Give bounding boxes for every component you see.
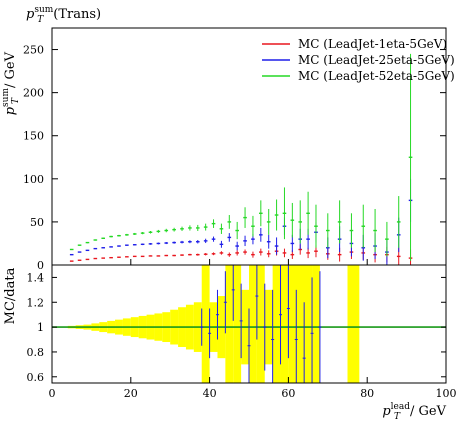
main-y-tick-label: 150: [23, 130, 44, 143]
main-y-tick-label: 200: [23, 87, 44, 100]
main-y-tick-label: 0: [37, 259, 44, 272]
ratio-y-tick-label: 1.2: [27, 296, 45, 309]
series-group: [69, 178, 413, 265]
ratio-band-bin: [233, 265, 242, 383]
main-y-axis-title: psumT/ GeV: [1, 51, 21, 115]
ratio-band-bin: [351, 265, 360, 383]
ratio-band-bin: [272, 265, 281, 383]
ratio-band-bin: [256, 265, 265, 383]
ratio-panel: 0.6 0.8 1 1.2 1.4 0 20 40 60 80 100: [27, 264, 457, 400]
series-group: [69, 244, 413, 265]
ratio-y-tick-label: 1.4: [27, 271, 45, 284]
ratio-band-bin: [225, 265, 234, 383]
x-tick-label: 100: [436, 387, 457, 400]
legend-label: MC (LeadJet-25eta-5GeV): [298, 53, 455, 67]
ratio-y-tick-label: 1: [37, 321, 44, 334]
ratio-y-tick-label: 0.6: [27, 371, 45, 384]
ratio-frame: [51, 264, 447, 384]
legend-label: MC (LeadJet-1eta-5GeV): [298, 37, 447, 51]
ratio-band-bin: [249, 265, 257, 383]
legend-label: MC (LeadJet-52eta-5GeV): [298, 69, 455, 83]
ratio-y-tick-label: 0.8: [27, 346, 45, 359]
series-group: [69, 53, 413, 261]
main-y-tick-label: 250: [23, 44, 44, 57]
x-tick-label: 60: [281, 387, 295, 400]
ratio-y-axis-title: MC/data: [3, 267, 18, 324]
x-tick-label: 40: [203, 387, 217, 400]
main-panel: 0 50 100 150 200 250: [23, 27, 447, 272]
ratio-band-bin: [201, 265, 210, 383]
x-tick-label: 0: [49, 387, 56, 400]
x-axis-title: plead T / GeV: [382, 402, 446, 422]
x-tick-label: 20: [124, 387, 138, 400]
main-y-tick-label: 50: [30, 216, 44, 229]
main-y-tick-label: 100: [23, 173, 44, 186]
legend: MC (LeadJet-1eta-5GeV) MC (LeadJet-25eta-…: [262, 37, 455, 83]
x-tick-label: 80: [360, 387, 374, 400]
ratio-band-bin: [312, 265, 320, 383]
chart-title: psum T (Trans): [26, 5, 101, 25]
ratio-band-bin: [280, 265, 289, 383]
